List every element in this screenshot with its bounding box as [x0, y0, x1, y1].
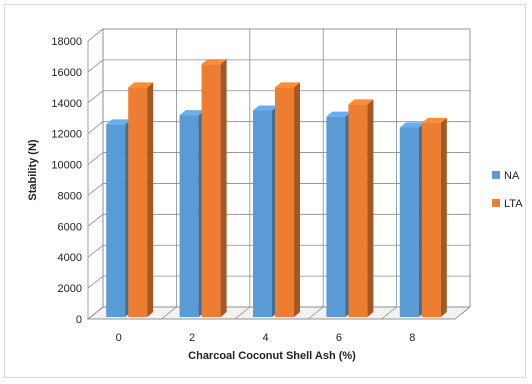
- bar-side: [440, 117, 447, 317]
- bar-top: [275, 82, 300, 88]
- bar-lta-2: [201, 59, 227, 318]
- y-tick-label: 10000: [51, 160, 82, 172]
- bar-na-0: [106, 119, 132, 318]
- y-tick-label: 12000: [51, 129, 82, 141]
- floor-divider: [87, 306, 104, 320]
- bar-na-8: [399, 122, 425, 317]
- y-tick-label: 8000: [58, 190, 82, 202]
- y-tick-label: 6000: [58, 221, 82, 233]
- bar-front: [421, 122, 441, 317]
- y-tick-label: 0: [76, 314, 82, 326]
- bar-top: [326, 111, 352, 117]
- bar-front: [253, 110, 272, 317]
- tick-labels: 0 2000 4000 6000 8000 10000 12000 14000 16000 180…: [51, 36, 415, 344]
- bar-top: [399, 122, 425, 128]
- legend-swatch: [492, 171, 500, 179]
- legend-label: NA: [504, 170, 520, 182]
- floor-divider: [381, 306, 397, 320]
- bars: [106, 59, 447, 318]
- x-tick-label: 2: [189, 332, 195, 344]
- legend: NA LTA: [492, 170, 523, 210]
- bar-front: [179, 115, 199, 317]
- bar-front: [348, 104, 368, 317]
- bar-top: [128, 82, 154, 88]
- bar-top: [253, 105, 278, 111]
- legend-label: LTA: [504, 198, 523, 210]
- bar-top: [348, 99, 374, 105]
- bar-top: [421, 117, 447, 123]
- bar-na-2: [179, 110, 205, 317]
- floor-divider: [234, 306, 251, 320]
- bar-lta-4: [275, 82, 300, 317]
- bar-lta-0: [128, 82, 154, 317]
- bar-side: [147, 82, 154, 317]
- bar-na-6: [326, 111, 352, 317]
- bar-top: [201, 59, 227, 65]
- bar-lta-8: [421, 117, 447, 317]
- y-tick-label: 2000: [58, 283, 82, 295]
- bar-front: [201, 64, 221, 318]
- bar-lta-6: [348, 99, 374, 317]
- y-axis-title: Stability (N): [27, 139, 39, 200]
- side-wall: [87, 28, 104, 320]
- legend-swatch: [492, 199, 500, 207]
- bar-front: [399, 127, 419, 317]
- bar-front: [128, 87, 148, 317]
- floor-divider: [161, 306, 177, 320]
- bar-top: [179, 110, 205, 116]
- x-tick-label: 0: [116, 332, 122, 344]
- bar-front: [275, 87, 294, 317]
- x-tick-label: 4: [262, 332, 268, 344]
- bar-front: [326, 116, 346, 317]
- x-tick-label: 6: [336, 332, 342, 344]
- floor-divider: [454, 306, 471, 320]
- x-axis-title: Charcoal Coconut Shell Ash (%): [188, 350, 356, 362]
- bar-top: [106, 119, 132, 125]
- bar-side: [220, 59, 227, 318]
- bar-na-4: [253, 105, 278, 317]
- legend-item-lta: LTA: [492, 198, 523, 210]
- y-tick-label: 16000: [51, 67, 82, 79]
- y-tick-label: 18000: [51, 36, 82, 48]
- y-tick-label: 4000: [58, 252, 82, 264]
- bar-front: [106, 124, 126, 318]
- legend-item-na: NA: [492, 170, 520, 182]
- floor-divider: [307, 306, 324, 320]
- y-tick-label: 14000: [51, 98, 82, 110]
- bar-side: [367, 99, 374, 317]
- x-tick-label: 8: [409, 332, 415, 344]
- bar-side: [294, 82, 300, 317]
